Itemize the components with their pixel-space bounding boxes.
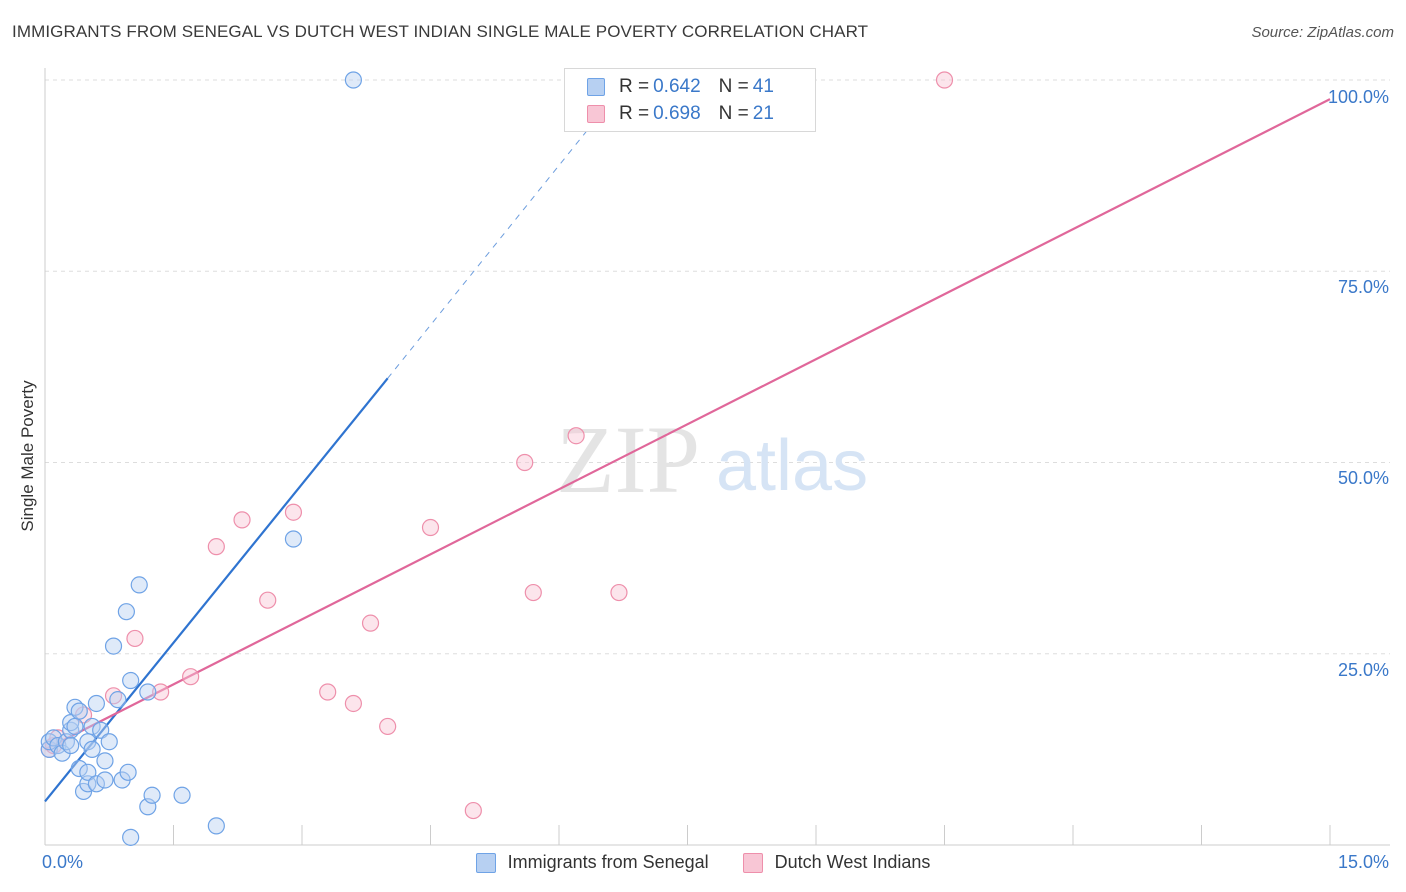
data-point-dutch-west-indians bbox=[421, 518, 440, 537]
series-swatch-pink bbox=[742, 852, 763, 873]
data-point-senegal bbox=[130, 576, 148, 594]
data-point-senegal bbox=[173, 786, 191, 804]
data-point-dutch-west-indians bbox=[233, 511, 251, 529]
legend-r-value: 0.698 bbox=[653, 103, 701, 124]
data-point-dutch-west-indians bbox=[126, 629, 144, 648]
series-legend-item-senegal[interactable]: Immigrants from Senegal bbox=[475, 852, 709, 873]
legend-n-label: N = bbox=[718, 103, 749, 124]
y-tick-label-50: 50.0% bbox=[1338, 468, 1390, 488]
data-point-senegal bbox=[207, 817, 225, 835]
series-legend-label: Immigrants from Senegal bbox=[507, 852, 709, 872]
data-point-senegal bbox=[92, 721, 110, 739]
data-point-senegal bbox=[83, 740, 101, 758]
data-point-dutch-west-indians bbox=[284, 503, 303, 521]
correlation-legend: R = 0.642 N = 41 R = 0.698 N = 21 bbox=[564, 68, 816, 132]
axes bbox=[44, 68, 1390, 846]
legend-n-label: N = bbox=[718, 76, 749, 97]
data-point-senegal bbox=[284, 530, 303, 548]
series-legend: Immigrants from Senegal Dutch West India… bbox=[0, 852, 1406, 873]
data-point-senegal bbox=[122, 828, 140, 846]
legend-r-label: R = bbox=[619, 103, 650, 124]
data-point-dutch-west-indians bbox=[259, 591, 277, 609]
data-points bbox=[40, 71, 954, 846]
data-point-dutch-west-indians bbox=[361, 614, 380, 632]
data-point-senegal bbox=[117, 603, 135, 621]
trend-line-senegal bbox=[44, 377, 389, 803]
data-point-senegal bbox=[119, 763, 137, 781]
data-point-dutch-west-indians bbox=[379, 717, 397, 736]
data-point-senegal bbox=[96, 771, 114, 789]
series-swatch-blue bbox=[475, 852, 496, 873]
data-point-senegal bbox=[70, 759, 88, 778]
data-point-dutch-west-indians bbox=[524, 583, 542, 602]
y-axis-label: Single Male Poverty bbox=[18, 380, 37, 532]
watermark-zip: ZIP bbox=[556, 406, 700, 513]
data-point-dutch-west-indians bbox=[152, 683, 170, 701]
data-point-senegal bbox=[96, 752, 114, 770]
trend-line-dutch-west-indians bbox=[44, 98, 1331, 751]
y-tick-label-100: 100.0% bbox=[1328, 87, 1390, 107]
x-tick-label-min: 0.0% bbox=[42, 852, 84, 872]
legend-r-value: 0.642 bbox=[653, 76, 701, 97]
watermark-atlas: atlas bbox=[716, 426, 868, 506]
data-point-senegal bbox=[79, 763, 97, 781]
data-point-dutch-west-indians bbox=[935, 71, 954, 89]
data-point-dutch-west-indians bbox=[207, 538, 225, 556]
y-tick-label-75: 75.0% bbox=[1338, 277, 1390, 297]
legend-swatch-pink bbox=[587, 105, 605, 123]
data-point-senegal bbox=[104, 637, 123, 655]
data-point-dutch-west-indians bbox=[567, 427, 585, 445]
data-point-senegal bbox=[122, 671, 140, 690]
legend-row-senegal: R = 0.642 N = 41 bbox=[587, 75, 774, 99]
data-point-senegal bbox=[143, 786, 161, 804]
data-point-dutch-west-indians bbox=[610, 583, 628, 602]
data-point-dutch-west-indians bbox=[464, 801, 482, 820]
series-legend-item-dutch-west-indians[interactable]: Dutch West Indians bbox=[742, 852, 931, 873]
legend-n-value: 41 bbox=[752, 76, 774, 97]
data-point-senegal bbox=[139, 683, 157, 701]
legend-r-label: R = bbox=[619, 76, 650, 97]
data-point-senegal bbox=[100, 733, 118, 751]
legend-swatch-blue bbox=[587, 78, 605, 96]
data-point-dutch-west-indians bbox=[516, 453, 534, 472]
data-point-senegal bbox=[83, 717, 101, 736]
legend-row-dutch-west-indian: R = 0.698 N = 21 bbox=[587, 102, 774, 126]
trend-lines bbox=[44, 98, 1331, 803]
source-label: Source: ZipAtlas.com bbox=[1251, 24, 1394, 41]
data-point-dutch-west-indians bbox=[344, 694, 362, 713]
data-point-senegal bbox=[70, 702, 88, 720]
trend-line-senegal-extrapolated bbox=[387, 122, 594, 379]
data-point-senegal bbox=[109, 691, 127, 709]
legend-n-value: 21 bbox=[752, 103, 774, 124]
data-point-dutch-west-indians bbox=[182, 668, 200, 686]
series-legend-label: Dutch West Indians bbox=[774, 852, 931, 872]
data-point-senegal bbox=[66, 717, 84, 736]
data-point-senegal bbox=[87, 775, 106, 793]
y-tick-label-25: 25.0% bbox=[1338, 660, 1390, 680]
chart-title: IMMIGRANTS FROM SENEGAL VS DUTCH WEST IN… bbox=[12, 22, 869, 41]
data-point-dutch-west-indians bbox=[319, 683, 337, 701]
data-point-senegal bbox=[344, 71, 362, 89]
x-tick-label-max: 15.0% bbox=[1338, 852, 1390, 872]
data-point-senegal bbox=[87, 694, 106, 713]
grid-lines bbox=[45, 79, 1390, 655]
data-point-senegal bbox=[62, 736, 80, 755]
